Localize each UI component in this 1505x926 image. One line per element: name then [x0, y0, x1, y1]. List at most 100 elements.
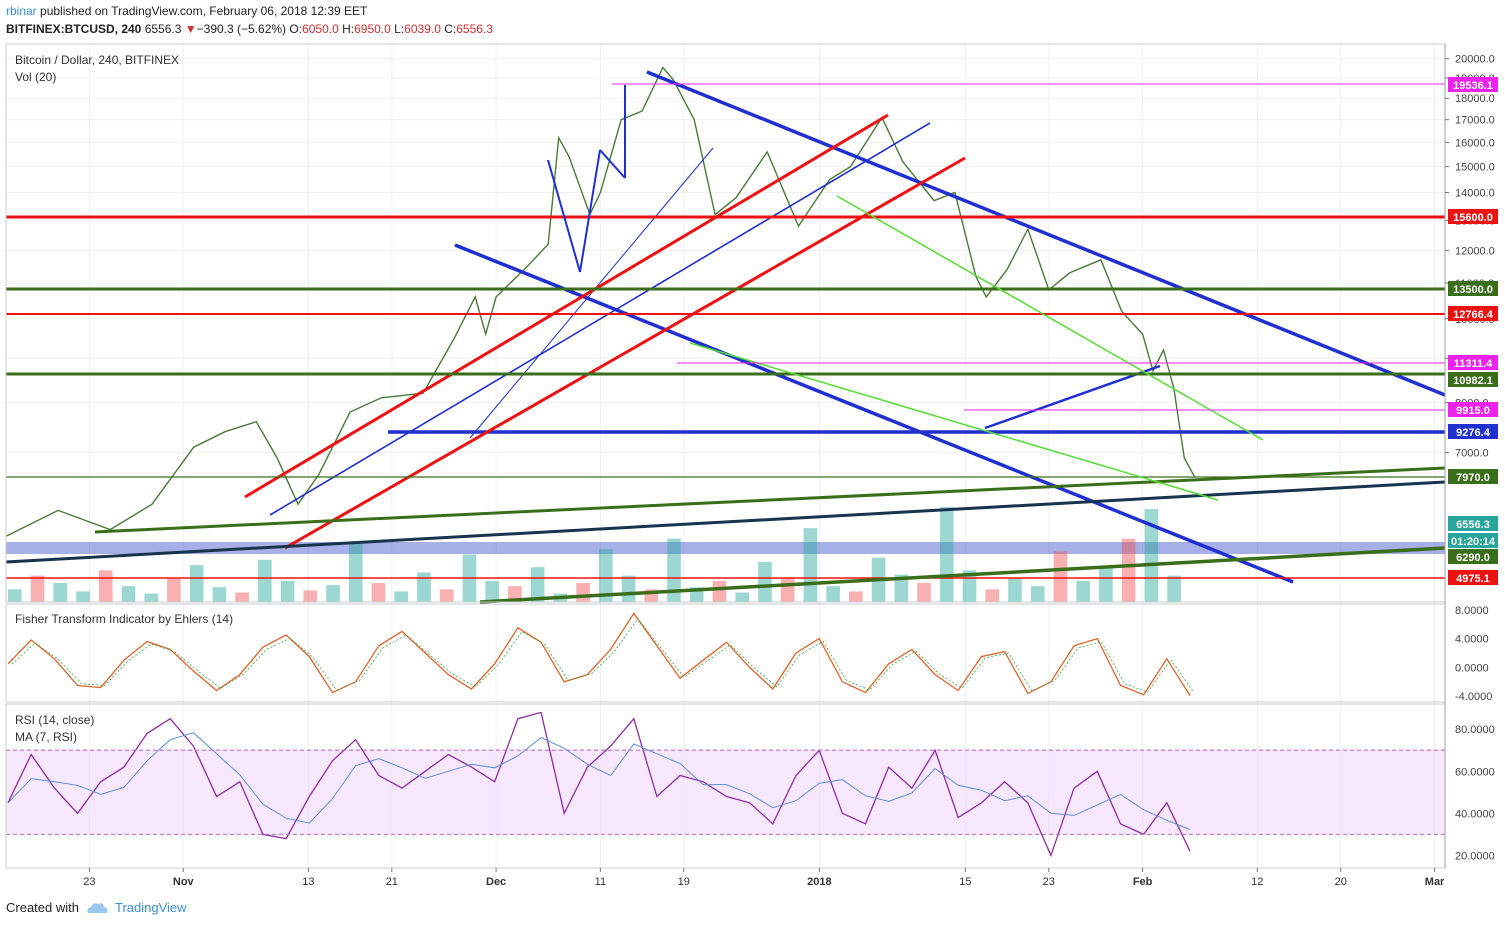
blue-channel-upper [646, 70, 1446, 397]
price-tick-label: 20000.0 [1455, 54, 1495, 66]
red-channel-upper [244, 113, 889, 499]
time-tick-label: 2018 [807, 876, 831, 888]
footer: Created with TradingView [6, 900, 187, 915]
level-badge-label: 19536.1 [1453, 80, 1493, 92]
green-base-trend [479, 546, 1446, 604]
rsi-tick-label: 40.0000 [1455, 808, 1495, 820]
down-arrow-icon: ▼ [184, 22, 197, 36]
time-tick-label: 12 [1251, 876, 1263, 888]
fisher-series [7, 612, 1191, 696]
blue-zigzag-1 [547, 159, 581, 273]
level-badge [1448, 77, 1498, 92]
level-badge [1448, 372, 1498, 387]
fisher-tick-label: 4.0000 [1455, 634, 1489, 646]
time-axis: 23 Nov 13 21 Dec 11 19 2018 15 23 Feb 12 20 Mar [83, 868, 1445, 888]
trend-lines [5, 70, 1446, 604]
close-value: 6556.3 [456, 22, 493, 36]
volume-bar [1053, 551, 1068, 602]
main-pane-title: Bitcoin / Dollar, 240, BITFINEX [15, 53, 180, 67]
volume-bar [1030, 586, 1045, 602]
level-badge-label: 01:20:14 [1451, 536, 1496, 548]
pane-frame [5, 43, 1446, 603]
time-tick-label: 23 [83, 876, 95, 888]
volume-bars [8, 507, 1181, 602]
navy-long-trend [5, 480, 1446, 564]
price-tick-label: 18000.0 [1455, 93, 1495, 105]
l-label: L: [394, 22, 405, 36]
volume-bar [780, 578, 795, 602]
blue-zigzag-2 [579, 149, 601, 273]
volume-bar [212, 587, 227, 602]
volume-bar [576, 583, 590, 602]
volume-bar [985, 589, 1000, 602]
open-value: 6050.0 [302, 22, 339, 36]
publish-line: rbinar published on TradingView.com, Feb… [6, 4, 367, 18]
level-badge-label: 11311.4 [1454, 358, 1493, 370]
change: −390.3 (−5.62%) [196, 22, 287, 36]
volume-bar [8, 589, 22, 602]
level-badge [1448, 549, 1498, 564]
volume-bar [1008, 578, 1022, 602]
level-badge-label: 4975.1 [1456, 573, 1490, 585]
fisher-tick-label: 8.0000 [1455, 605, 1489, 617]
volume-bar [167, 578, 181, 602]
last-price: 6556.3 [144, 22, 182, 36]
rsi-ma-title: MA (7, RSI) [15, 730, 78, 744]
level-badge-label: 6556.3 [1456, 519, 1490, 531]
rsi-ma-series [7, 732, 1191, 830]
volume-bar [439, 589, 454, 602]
level-badge [1448, 209, 1498, 224]
blue-fan-line-1 [269, 122, 931, 516]
symbol: BITFINEX:BTCUSD, 240 [6, 22, 142, 36]
volume-bar [1076, 580, 1090, 602]
volume-bar [894, 574, 909, 602]
rsi-tick-label: 80.0000 [1455, 724, 1495, 736]
volume-bar [326, 585, 340, 602]
volume-bar [508, 586, 522, 602]
volume-bar [758, 561, 772, 602]
tradingview-brand[interactable]: TradingView [114, 900, 187, 915]
time-tick-label: 23 [1043, 876, 1055, 888]
level-badge [1448, 469, 1498, 484]
support-zone [6, 542, 1445, 554]
time-tick-label: Mar [1425, 876, 1445, 888]
rsi-series [7, 711, 1191, 858]
light-green-line-2 [689, 342, 1219, 501]
created-with: Created with [6, 900, 79, 915]
level-badge [1448, 424, 1498, 439]
level-badge [1448, 533, 1498, 548]
vol-title: Vol (20) [15, 70, 57, 84]
level-badge [1448, 281, 1498, 296]
volume-bar [939, 507, 954, 602]
level-badge [1448, 355, 1498, 370]
volume-bar [621, 575, 636, 602]
volume-bar [235, 592, 249, 602]
blue-zigzag-3 [599, 149, 626, 179]
volume-bar [735, 592, 750, 602]
price-axis: 20000.019000.018000.017000.016000.015000… [1445, 54, 1495, 862]
level-badge [1448, 306, 1498, 321]
volume-bar [1144, 509, 1159, 602]
author[interactable]: rbinar [6, 4, 37, 18]
level-badges: 19536.1 15600.0 13500.0 12766.4 11311.4 10982… [1448, 77, 1498, 585]
rsi-band [6, 749, 1445, 835]
volume-bar [258, 559, 272, 602]
level-badge-label: 7970.0 [1456, 472, 1490, 484]
level-badge-label: 13500.0 [1453, 284, 1493, 296]
time-tick-label: 13 [302, 876, 314, 888]
volume-bar [30, 575, 45, 602]
h-label: H: [342, 22, 355, 36]
volume-bar [371, 583, 386, 602]
price-tick-label: 17000.0 [1455, 115, 1495, 127]
fisher-title: Fisher Transform Indicator by Ehlers (14… [15, 612, 234, 626]
volume-bar [189, 565, 204, 602]
ohlc-line: BITFINEX:BTCUSD, 240 6556.3 ▼−390.3 (−5.… [6, 22, 493, 36]
volume-bar [485, 580, 499, 602]
price-tick-label: 14000.0 [1455, 188, 1495, 200]
volume-bar [394, 591, 409, 602]
volume-bar [667, 538, 681, 602]
volume-bar [1167, 575, 1181, 602]
fisher-trigger [11, 618, 1195, 693]
price-series [5, 66, 1196, 537]
